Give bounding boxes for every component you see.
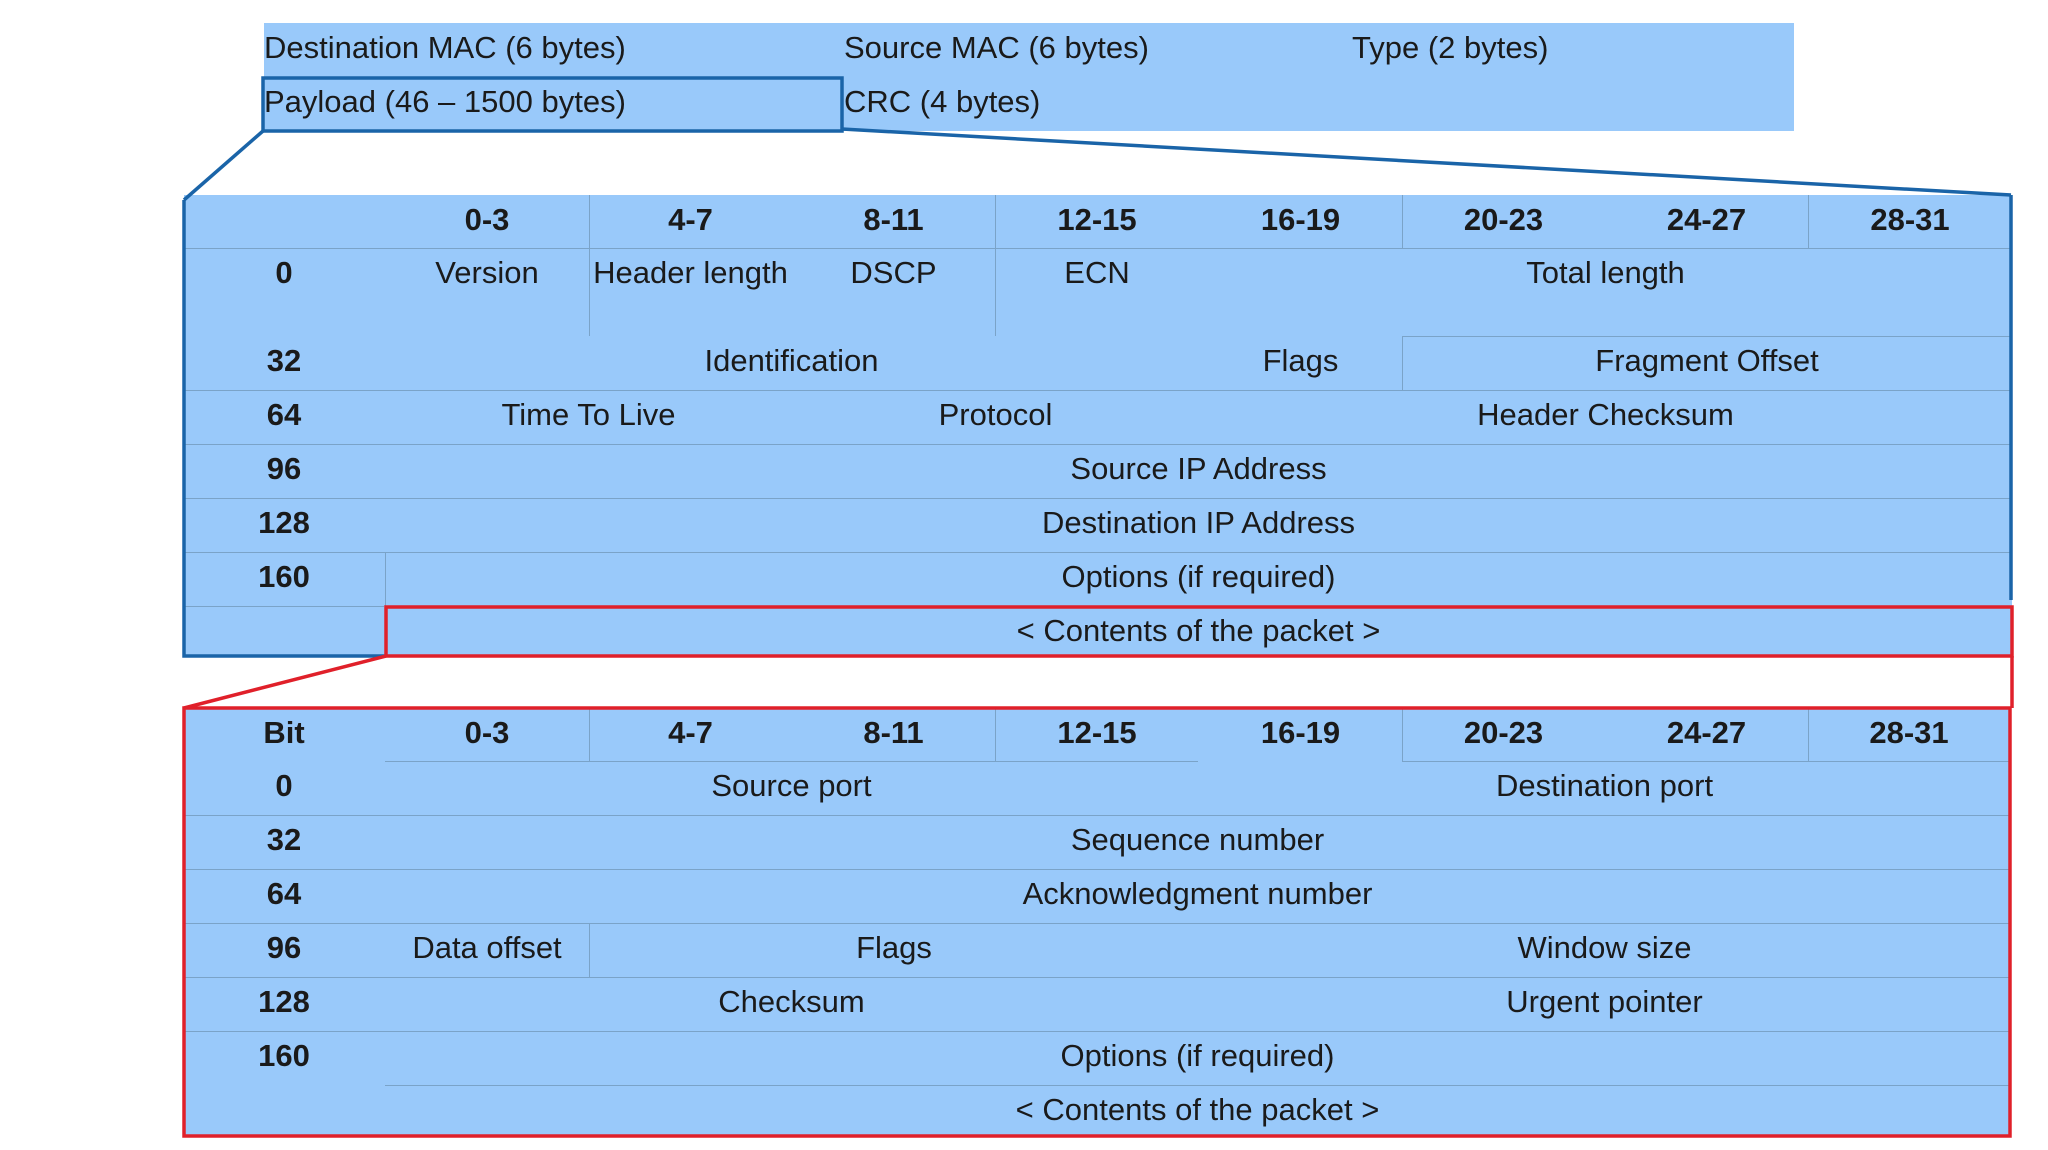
ip-source-address-field: Source IP Address bbox=[1070, 451, 1327, 486]
ip-bit-range: 12-15 bbox=[1057, 202, 1137, 237]
tcp-bit-range: 20-23 bbox=[1463, 715, 1544, 750]
tcp-flags-field: Flags bbox=[856, 930, 932, 965]
ip-header-checksum-field: Header Checksum bbox=[1477, 397, 1734, 432]
ip-bit-range: 8-11 bbox=[863, 202, 924, 237]
ip-bit-range: 0-3 bbox=[464, 202, 510, 237]
ip-fragment-offset-field: Fragment Offset bbox=[1595, 343, 1819, 378]
ip-protocol-field: Protocol bbox=[938, 397, 1053, 432]
tcp-offset: 64 bbox=[266, 876, 302, 911]
ip-ttl-field: Time To Live bbox=[501, 397, 676, 432]
ip-offset: 96 bbox=[266, 451, 302, 486]
ethernet-crc: CRC (4 bytes) bbox=[844, 84, 1041, 119]
ethernet-src-mac: Source MAC (6 bytes) bbox=[844, 30, 1149, 65]
ip-zoom-connector-right bbox=[841, 127, 2012, 197]
tcp-zoom-connector-left bbox=[183, 654, 387, 710]
ip-ecn-field: ECN bbox=[1064, 255, 1130, 290]
ethernet-dest-mac: Destination MAC (6 bytes) bbox=[264, 30, 626, 65]
tcp-checksum-field: Checksum bbox=[718, 984, 865, 1019]
ip-contents-highlight-box bbox=[384, 605, 2014, 658]
tcp-window-size-field: Window size bbox=[1517, 930, 1692, 965]
ip-identification-field: Identification bbox=[704, 343, 879, 378]
tcp-bit-range: 16-19 bbox=[1260, 715, 1341, 750]
tcp-offset: 160 bbox=[258, 1038, 310, 1073]
ip-bit-range: 16-19 bbox=[1260, 202, 1341, 237]
tcp-bit-range: 28-31 bbox=[1869, 715, 1949, 750]
tcp-block-outline bbox=[182, 706, 2012, 1138]
ip-contents-field: < Contents of the packet > bbox=[1016, 613, 1381, 648]
ip-destination-address-field: Destination IP Address bbox=[1041, 505, 1356, 540]
tcp-bit-label: Bit bbox=[263, 715, 305, 750]
tcp-bit-range: 0-3 bbox=[464, 715, 510, 750]
ip-total-length-field: Total length bbox=[1526, 255, 1685, 290]
ip-block-outline bbox=[182, 200, 385, 658]
tcp-bit-range: 12-15 bbox=[1057, 715, 1137, 750]
ip-flags-field: Flags bbox=[1262, 343, 1339, 378]
ip-bit-range: 4-7 bbox=[668, 202, 713, 237]
ip-options-field: Options (if required) bbox=[1061, 559, 1336, 594]
ip-version-field: Version bbox=[435, 255, 539, 290]
tcp-contents-field: < Contents of the packet > bbox=[1015, 1092, 1380, 1127]
ip-offset: 160 bbox=[258, 559, 310, 594]
ip-header-length-field: Header length bbox=[593, 255, 788, 290]
ip-offset: 0 bbox=[275, 255, 293, 290]
ip-offset: 32 bbox=[266, 343, 302, 378]
ip-offset: 64 bbox=[266, 397, 302, 432]
tcp-bit-range: 8-11 bbox=[863, 715, 924, 750]
tcp-sequence-number-field: Sequence number bbox=[1070, 822, 1325, 857]
tcp-urgent-pointer-field: Urgent pointer bbox=[1506, 984, 1703, 1019]
tcp-destination-port-field: Destination port bbox=[1495, 768, 1714, 803]
tcp-options-field: Options (if required) bbox=[1060, 1038, 1335, 1073]
tcp-ack-number-field: Acknowledgment number bbox=[1022, 876, 1373, 911]
tcp-bit-range: 24-27 bbox=[1666, 715, 1747, 750]
tcp-offset: 32 bbox=[266, 822, 302, 857]
tcp-offset: 128 bbox=[258, 984, 310, 1019]
ip-bit-range: 20-23 bbox=[1463, 202, 1544, 237]
payload-highlight-box bbox=[261, 76, 844, 133]
tcp-header-block bbox=[184, 708, 2010, 1136]
ip-header-block bbox=[184, 195, 2012, 656]
ip-bit-range: 28-31 bbox=[1870, 202, 1950, 237]
tcp-bit-range: 4-7 bbox=[668, 715, 713, 750]
ip-dscp-field: DSCP bbox=[850, 255, 937, 290]
ip-offset: 128 bbox=[258, 505, 310, 540]
tcp-data-offset-field: Data offset bbox=[412, 930, 562, 965]
ethernet-payload: Payload (46 – 1500 bytes) bbox=[264, 84, 626, 119]
ip-zoom-connector-left bbox=[182, 129, 265, 202]
tcp-offset: 0 bbox=[275, 768, 293, 803]
ethernet-type: Type (2 bytes) bbox=[1352, 30, 1549, 65]
ip-bit-range: 24-27 bbox=[1666, 202, 1747, 237]
tcp-offset: 96 bbox=[266, 930, 302, 965]
tcp-source-port-field: Source port bbox=[711, 768, 872, 803]
